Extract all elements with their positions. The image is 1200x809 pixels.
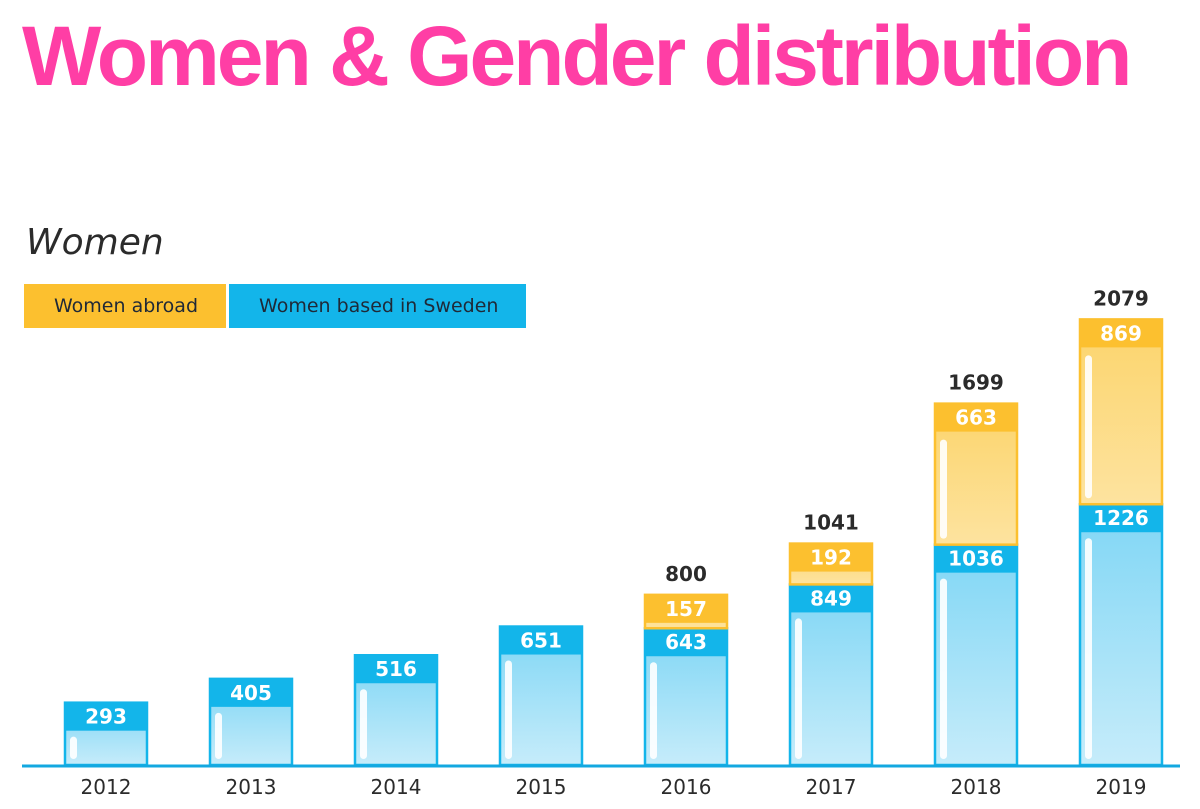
x-tick-label-2018: 2018	[951, 775, 1002, 799]
bar-group-2015: 651	[498, 625, 584, 767]
bar-group-2012: 293	[63, 701, 149, 767]
x-tick-label-2019: 2019	[1096, 775, 1147, 799]
total-label-2019: 2079	[1093, 286, 1149, 310]
x-tick-label-2015: 2015	[516, 775, 567, 799]
bar-highlight-sweden-2013	[215, 712, 222, 759]
bar-group-2018: 1036 663 1699	[933, 371, 1019, 767]
bar-highlight-sweden-2017	[795, 618, 802, 759]
bar-abroad-cap-2018	[935, 403, 1017, 432]
x-tick-label-2013: 2013	[226, 775, 277, 799]
bar-highlight-sweden-2018	[940, 578, 947, 759]
bar-abroad-cap-2019	[1080, 319, 1162, 348]
bar-highlight-sweden-2016	[650, 662, 657, 759]
bar-group-2017: 849 192 1041	[788, 511, 874, 767]
value-label-sweden-2019: 1226	[1093, 506, 1149, 530]
x-tick-label-2014: 2014	[371, 775, 422, 799]
bar-group-2014: 516	[353, 653, 439, 767]
bar-sweden-cap-2017	[790, 584, 872, 613]
value-label-sweden-2012: 293	[85, 705, 127, 729]
bar-sweden-2018	[933, 543, 1019, 767]
bar-highlight-sweden-2019	[1085, 538, 1092, 759]
bar-highlight-sweden-2014	[360, 689, 367, 759]
bar-highlight-sweden-2012	[70, 736, 77, 759]
page-title: Women & Gender distribution	[22, 9, 1132, 103]
chart-subtitle: Women	[26, 222, 164, 263]
value-label-sweden-2018: 1036	[948, 547, 1004, 571]
bar-sweden-cap-2012	[65, 702, 147, 731]
value-label-abroad-2017: 192	[810, 546, 852, 570]
total-label-2017: 1041	[803, 511, 859, 535]
value-label-sweden-2014: 516	[375, 657, 417, 681]
bar-highlight-sweden-2015	[505, 660, 512, 759]
legend-item-abroad: Women abroad	[24, 284, 227, 328]
bar-group-2019: 1226 869 2079	[1078, 286, 1164, 767]
bar-highlight-abroad-2019	[1085, 355, 1092, 499]
bar-abroad-cap-2017	[790, 543, 872, 572]
total-label-2016: 800	[665, 562, 707, 586]
x-tick-label-2016: 2016	[661, 775, 712, 799]
value-label-sweden-2016: 643	[665, 630, 707, 654]
bar-sweden-cap-2019	[1080, 504, 1162, 533]
value-label-abroad-2016: 157	[665, 597, 707, 621]
x-tick-label-2012: 2012	[81, 775, 132, 799]
bar-abroad-2019	[1078, 318, 1164, 506]
value-label-abroad-2019: 869	[1100, 321, 1142, 345]
bar-sweden-cap-2013	[210, 678, 292, 707]
bar-group-2013: 405	[208, 677, 294, 767]
bar-sweden-cap-2014	[355, 655, 437, 684]
bar-abroad-cap-2016	[645, 594, 727, 623]
chart-legend: Women abroad Women based in Sweden	[24, 284, 527, 328]
total-label-2018: 1699	[948, 371, 1004, 395]
x-tick-label-2017: 2017	[806, 775, 857, 799]
bar-sweden-cap-2016	[645, 628, 727, 657]
bar-sweden-cap-2015	[500, 626, 582, 655]
legend-item-sweden: Women based in Sweden	[229, 284, 527, 328]
value-label-sweden-2013: 405	[230, 681, 272, 705]
bar-sweden-2019	[1078, 502, 1164, 767]
value-label-sweden-2015: 651	[520, 629, 562, 653]
bar-sweden-cap-2018	[935, 544, 1017, 573]
value-label-sweden-2017: 849	[810, 586, 852, 610]
value-label-abroad-2018: 663	[955, 406, 997, 430]
bar-highlight-abroad-2018	[940, 439, 947, 539]
bar-group-2016: 643 157 800	[643, 562, 729, 767]
